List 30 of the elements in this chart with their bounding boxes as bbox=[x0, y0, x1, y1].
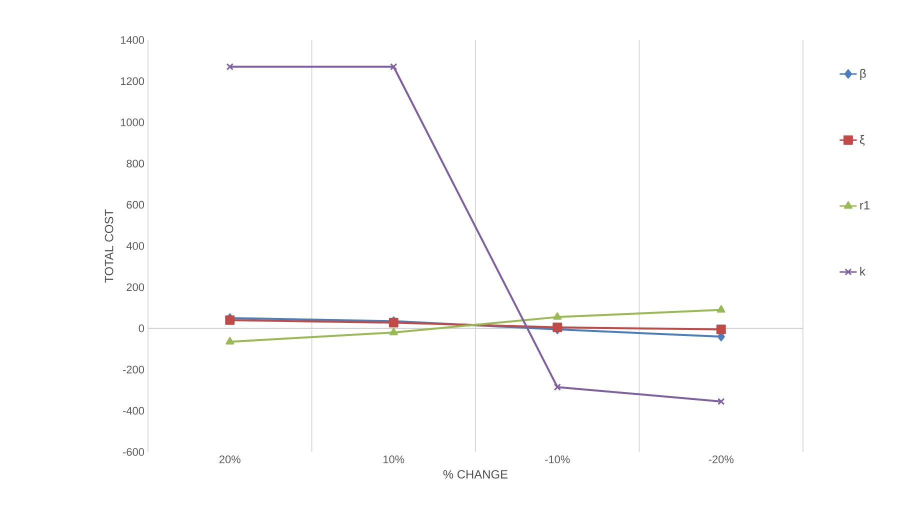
y-tick-label: 1200 bbox=[120, 77, 144, 86]
x-tick-label: 10% bbox=[383, 456, 404, 464]
y-tick-label: 1400 bbox=[120, 36, 144, 44]
point bbox=[718, 398, 725, 406]
point bbox=[390, 63, 398, 70]
point bbox=[554, 384, 561, 391]
x-axis-title: % CHANGE bbox=[443, 470, 508, 479]
y-tick-label: 600 bbox=[126, 200, 144, 209]
legend-label: β bbox=[860, 68, 866, 80]
y-tick-label: -400 bbox=[123, 406, 144, 415]
point bbox=[389, 328, 398, 336]
point bbox=[716, 305, 726, 313]
legend-label: ξ bbox=[860, 135, 865, 146]
point bbox=[226, 337, 234, 345]
y-tick-label: 0 bbox=[138, 324, 144, 332]
y-tick-label: 400 bbox=[126, 242, 144, 250]
point bbox=[226, 63, 234, 70]
y-axis-title: TOTAL COST bbox=[104, 209, 114, 283]
y-tick-label: 800 bbox=[126, 160, 144, 168]
point bbox=[553, 312, 562, 320]
x-tick-label: 20% bbox=[219, 456, 240, 464]
y-tick-label: 200 bbox=[126, 283, 144, 292]
point bbox=[716, 324, 726, 334]
y-tick-label: -600 bbox=[123, 448, 144, 456]
legend-label: r1 bbox=[860, 201, 870, 210]
y-tick-label: -200 bbox=[123, 366, 144, 374]
x-tick-label: -10% bbox=[545, 456, 570, 464]
legend-label: k bbox=[860, 266, 866, 276]
x-tick-label: -20% bbox=[708, 456, 734, 464]
y-tick-label: 1000 bbox=[120, 118, 144, 126]
